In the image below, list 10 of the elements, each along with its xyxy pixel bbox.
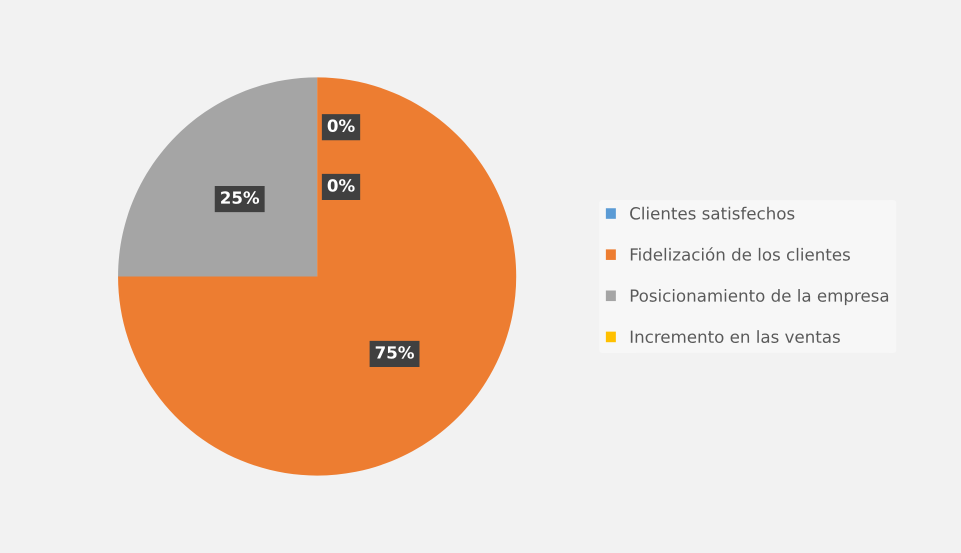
pie-slice xyxy=(118,77,318,276)
legend-label: Incremento en las ventas xyxy=(630,330,840,344)
legend-label: Clientes satisfechos xyxy=(630,206,794,220)
pie-slice xyxy=(118,77,516,476)
legend-label: Fidelización de los clientes xyxy=(630,247,850,261)
text: 0% xyxy=(328,179,355,192)
data-label: 25% xyxy=(221,191,260,204)
legend-label: Posicionamiento de la empresa xyxy=(630,289,888,306)
data-label: 75% xyxy=(376,346,414,359)
text: 0% xyxy=(328,119,355,132)
